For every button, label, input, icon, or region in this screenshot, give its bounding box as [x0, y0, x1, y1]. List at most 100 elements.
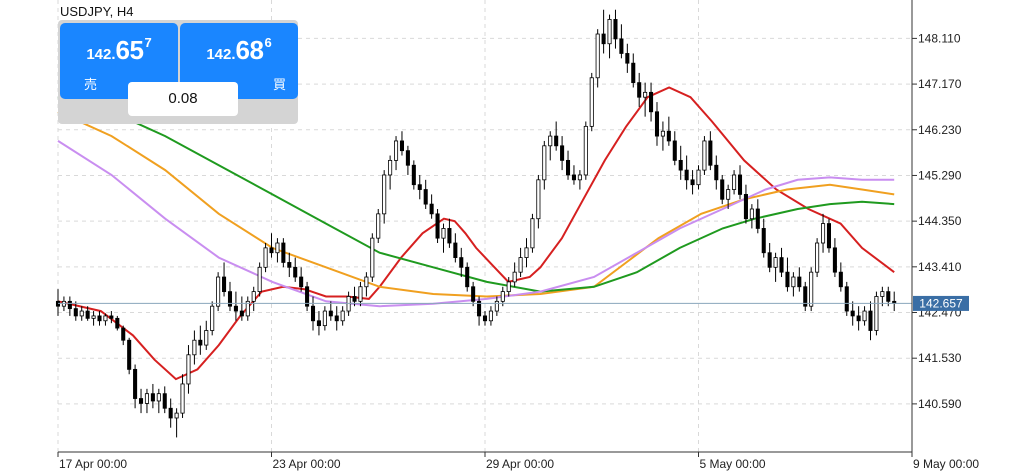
candle: [340, 306, 345, 326]
candle-body: [607, 19, 612, 45]
x-tick-label: 17 Apr 00:00: [59, 457, 127, 471]
moving-average-line-0: [57, 86, 895, 381]
candle-body: [761, 228, 766, 254]
candle-body: [779, 257, 784, 273]
candle: [364, 272, 369, 297]
candle: [649, 82, 654, 122]
candle-body: [773, 257, 778, 268]
candle-body: [844, 286, 849, 312]
candle-body: [530, 218, 535, 249]
x-tick-label: 5 May 00:00: [700, 457, 766, 471]
y-tick-label: 147.170: [918, 77, 962, 91]
candle-body: [310, 305, 316, 322]
candle-body: [767, 252, 772, 268]
candle-body: [85, 310, 90, 319]
candle: [91, 311, 96, 326]
candle: [227, 281, 233, 312]
candle-body: [305, 286, 310, 307]
candle: [767, 243, 772, 273]
candle-body: [477, 300, 482, 317]
candle: [269, 233, 274, 258]
candle: [376, 208, 381, 244]
candle-body: [192, 339, 197, 356]
candle: [577, 170, 582, 190]
candle-body: [643, 91, 648, 98]
candle-body: [565, 159, 571, 176]
candle: [465, 262, 470, 292]
candle-body: [880, 291, 885, 297]
candle: [589, 72, 594, 132]
candle-body: [465, 266, 470, 288]
candle-body: [429, 203, 434, 215]
candle-body: [737, 174, 743, 195]
candle: [115, 315, 120, 331]
candle: [607, 14, 612, 59]
candle-body: [79, 310, 84, 317]
volume-input[interactable]: 0.08: [128, 82, 238, 116]
candle: [97, 311, 102, 326]
candle: [334, 306, 339, 331]
buy-label: 買: [272, 77, 286, 92]
candle: [204, 320, 209, 350]
candle: [435, 208, 440, 244]
candle: [595, 29, 600, 88]
sell-price: 142.657: [86, 35, 152, 65]
candle-body: [411, 164, 416, 186]
candle: [411, 160, 416, 190]
candle-body: [631, 62, 636, 84]
candle-body: [441, 228, 446, 239]
candle: [156, 388, 161, 414]
candle-body: [803, 286, 808, 307]
candle: [305, 281, 310, 312]
candle-body: [293, 266, 298, 278]
x-tick-label: 23 Apr 00:00: [273, 457, 341, 471]
candle: [696, 165, 701, 190]
candle: [216, 272, 221, 312]
candle-body: [678, 159, 683, 171]
candle: [844, 281, 849, 316]
candle-body: [299, 276, 304, 288]
candle: [388, 155, 393, 190]
candle: [79, 306, 84, 321]
candle-body: [186, 354, 191, 385]
candle-body: [666, 130, 671, 142]
candle-body: [874, 296, 879, 331]
candle-body: [388, 159, 393, 176]
candle-body: [73, 308, 78, 317]
x-tick-label: 9 May 00:00: [913, 457, 979, 471]
candle-body: [743, 194, 748, 220]
candle: [548, 131, 553, 161]
candle: [192, 330, 197, 365]
candle: [453, 233, 458, 263]
candle: [542, 140, 547, 190]
candle: [672, 131, 677, 166]
candle: [103, 313, 108, 326]
candle: [826, 218, 832, 253]
candle-body: [127, 339, 132, 370]
candle: [257, 262, 262, 297]
candle: [133, 364, 138, 409]
candle-body: [815, 242, 820, 273]
candle-body: [548, 135, 553, 147]
y-tick-label: 145.290: [918, 168, 962, 182]
candle-body: [168, 407, 173, 419]
candle: [660, 121, 665, 151]
candle: [405, 145, 410, 175]
candle-body: [832, 247, 837, 273]
candle: [471, 281, 476, 307]
candle-body: [625, 53, 630, 64]
candle-body: [500, 291, 505, 302]
candle-body: [423, 189, 428, 205]
candle: [862, 306, 867, 326]
candle: [571, 165, 576, 185]
candle: [138, 388, 144, 414]
candle-body: [554, 135, 559, 147]
candle: [394, 136, 399, 171]
candle-body: [589, 77, 594, 127]
candle-body: [281, 242, 286, 263]
candle-body: [115, 317, 120, 329]
candle: [506, 277, 511, 297]
y-tick-label: 143.410: [918, 260, 962, 274]
candle-body: [583, 125, 588, 176]
